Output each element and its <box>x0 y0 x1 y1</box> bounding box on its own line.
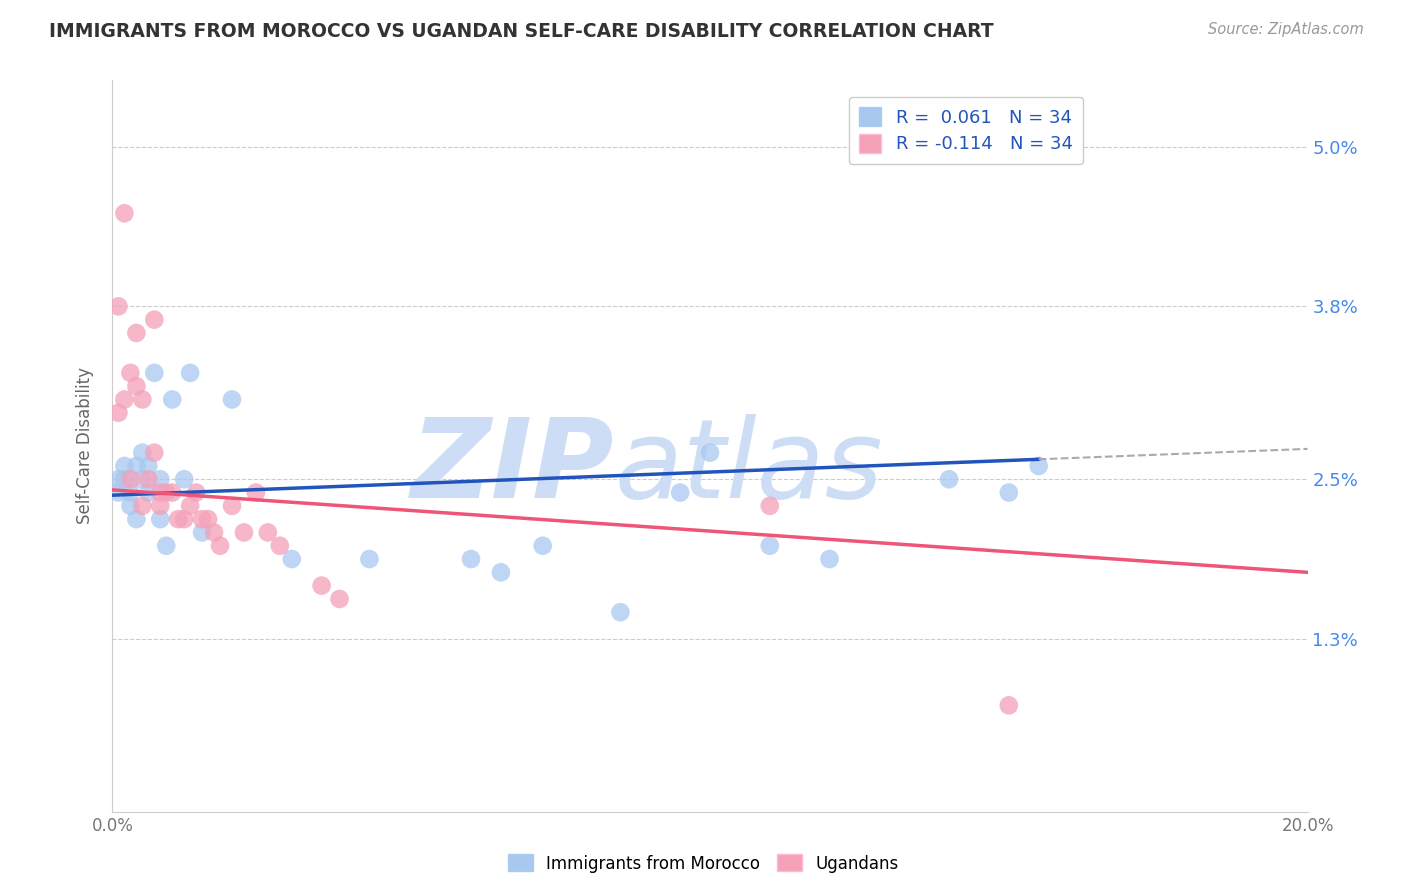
Point <box>155 485 177 500</box>
Point <box>209 539 232 553</box>
Point <box>131 392 153 407</box>
Point <box>699 445 721 459</box>
Point <box>138 472 160 486</box>
Point <box>125 458 148 473</box>
Point <box>179 499 201 513</box>
Point <box>114 472 135 486</box>
Point <box>149 499 172 513</box>
Point <box>107 472 129 486</box>
Text: ZIP: ZIP <box>411 415 614 522</box>
Point <box>120 366 142 380</box>
Point <box>125 379 148 393</box>
Point <box>149 472 172 486</box>
Y-axis label: Self-Care Disability: Self-Care Disability <box>76 368 94 524</box>
Point <box>107 299 129 313</box>
Point <box>155 539 177 553</box>
Point <box>609 605 631 619</box>
Point <box>221 392 243 407</box>
Legend: R =  0.061   N = 34, R = -0.114   N = 34: R = 0.061 N = 34, R = -0.114 N = 34 <box>849 96 1084 164</box>
Point <box>114 392 135 407</box>
Point <box>107 406 129 420</box>
Point <box>120 485 142 500</box>
Point <box>759 499 782 513</box>
Point <box>125 326 148 340</box>
Text: atlas: atlas <box>614 415 883 522</box>
Point <box>460 552 482 566</box>
Point <box>162 392 183 407</box>
Point <box>281 552 304 566</box>
Point <box>107 485 129 500</box>
Point <box>998 698 1021 713</box>
Text: Source: ZipAtlas.com: Source: ZipAtlas.com <box>1208 22 1364 37</box>
Point <box>191 525 214 540</box>
Point <box>531 539 554 553</box>
Point <box>269 539 291 553</box>
Point <box>759 539 782 553</box>
Point <box>938 472 960 486</box>
Point <box>131 472 153 486</box>
Point <box>1028 458 1050 473</box>
Point <box>138 458 160 473</box>
Point <box>120 499 142 513</box>
Point <box>114 458 135 473</box>
Point <box>186 485 208 500</box>
Point <box>143 445 166 459</box>
Point <box>818 552 841 566</box>
Point <box>197 512 219 526</box>
Point <box>114 206 135 220</box>
Point <box>221 499 243 513</box>
Point <box>125 512 148 526</box>
Point <box>233 525 256 540</box>
Point <box>311 579 333 593</box>
Point <box>143 312 166 326</box>
Point <box>138 485 160 500</box>
Point <box>149 512 172 526</box>
Point <box>257 525 280 540</box>
Legend: Immigrants from Morocco, Ugandans: Immigrants from Morocco, Ugandans <box>501 847 905 880</box>
Point <box>191 512 214 526</box>
Point <box>669 485 692 500</box>
Point <box>998 485 1021 500</box>
Text: IMMIGRANTS FROM MOROCCO VS UGANDAN SELF-CARE DISABILITY CORRELATION CHART: IMMIGRANTS FROM MOROCCO VS UGANDAN SELF-… <box>49 22 994 41</box>
Point <box>329 591 352 606</box>
Point <box>120 472 142 486</box>
Point <box>179 366 201 380</box>
Point <box>131 445 153 459</box>
Point <box>143 366 166 380</box>
Point <box>162 485 183 500</box>
Point <box>359 552 381 566</box>
Point <box>173 472 195 486</box>
Point <box>131 499 153 513</box>
Point <box>489 566 512 580</box>
Point <box>149 485 172 500</box>
Point <box>245 485 267 500</box>
Point <box>173 512 195 526</box>
Point <box>167 512 190 526</box>
Point <box>202 525 225 540</box>
